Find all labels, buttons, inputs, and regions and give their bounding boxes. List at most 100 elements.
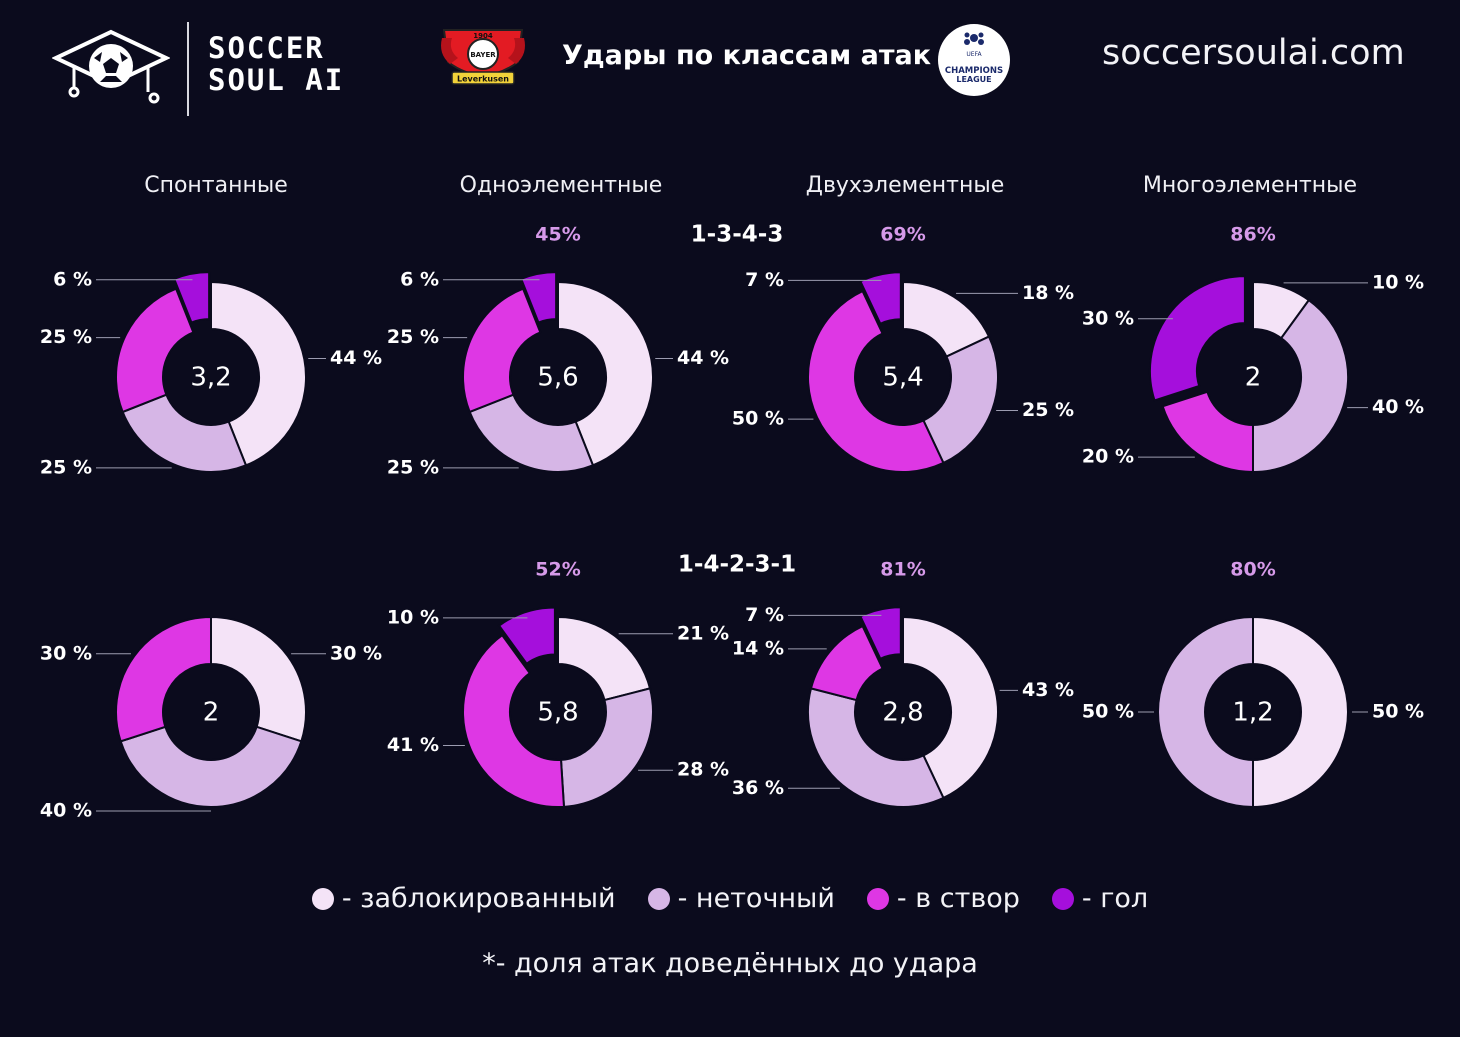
badge-year: 1904: [473, 32, 493, 40]
donut-center-value: 2: [203, 698, 220, 728]
donut-center-value: 1,2: [1232, 698, 1273, 728]
formation-label: 1-4-2-3-1: [678, 552, 796, 578]
segment-label-on_target: 41 %: [387, 734, 439, 756]
legend-item-goal: - гол: [1051, 883, 1149, 914]
donut-segment-on_target: [115, 287, 195, 414]
donut-segment-off_target: [559, 687, 654, 808]
donut-segment-off_target: [1157, 615, 1254, 809]
donut-segment-off_target: [121, 393, 248, 473]
brand-logo-icon: [51, 28, 171, 110]
legend-label-off-target: - неточный: [677, 883, 835, 914]
share-label: 52%: [535, 559, 580, 581]
donut-segment-blocked: [210, 280, 307, 467]
segment-label-blocked: 18 %: [1022, 282, 1074, 304]
segment-label-blocked: 50 %: [1372, 701, 1424, 723]
segment-label-off_target: 25 %: [1022, 399, 1074, 421]
ucl-line3: LEAGUE: [956, 75, 991, 84]
segment-label-blocked: 30 %: [330, 642, 382, 664]
segment-label-off_target: 40 %: [40, 800, 92, 822]
donut-segment-goal: [859, 606, 902, 661]
legend: - заблокированный - неточный - в створ -…: [0, 883, 1460, 914]
legend-label-on-target: - в створ: [896, 883, 1020, 914]
donut-segment-on_target: [462, 287, 542, 414]
legend-item-blocked: - заблокированный: [311, 883, 616, 914]
segment-label-goal: 7 %: [745, 269, 784, 291]
segment-label-on_target: 14 %: [732, 637, 784, 659]
legend-swatch-goal: [1051, 887, 1074, 910]
donut-segment-goal: [497, 606, 556, 666]
donut-segment-goal: [172, 271, 211, 324]
legend-swatch-off-target: [647, 887, 670, 910]
legend-swatch-on-target: [866, 887, 889, 910]
donut-segment-on_target: [115, 615, 212, 743]
donut-center-value: 5,8: [537, 698, 578, 728]
donut-segment-goal: [859, 271, 902, 326]
segment-label-off_target: 25 %: [387, 456, 439, 478]
share-label: 86%: [1230, 224, 1275, 246]
column-title-multi-element: Многоэлементные: [1142, 173, 1358, 198]
segment-label-blocked: 43 %: [1022, 679, 1074, 701]
share-label: 45%: [535, 224, 580, 246]
legend-item-on-target: - в створ: [866, 883, 1020, 914]
segment-label-off_target: 50 %: [1082, 701, 1134, 723]
donut-segment-blocked: [557, 280, 654, 467]
donut-center-value: 3,2: [190, 363, 231, 393]
segment-label-on_target: 20 %: [1082, 446, 1134, 468]
segment-label-goal: 10 %: [387, 606, 439, 628]
segment-label-blocked: 10 %: [1372, 271, 1424, 293]
legend-label-goal: - гол: [1081, 883, 1149, 914]
footnote: *- доля атак доведённых до удара: [482, 948, 978, 979]
segment-label-on_target: 30 %: [40, 642, 92, 664]
share-label: 80%: [1230, 559, 1275, 581]
segment-label-goal: 6 %: [53, 268, 92, 290]
brand-name-line2: SOUL AI: [208, 63, 345, 97]
donut-segment-on_target: [807, 289, 945, 473]
share-label: 81%: [880, 559, 925, 581]
donut-center-value: 2,8: [882, 698, 923, 728]
donut-segment-blocked: [557, 615, 652, 702]
segment-label-off_target: 28 %: [677, 759, 729, 781]
ucl-line2: CHAMPIONS: [945, 66, 1003, 76]
badge-bottom-text: Leverkusen: [457, 75, 509, 84]
segment-label-off_target: 36 %: [732, 777, 784, 799]
donut-center-value: 5,4: [882, 363, 923, 393]
donut-segment-off_target: [119, 725, 303, 808]
legend-swatch-blocked: [311, 887, 334, 910]
legend-item-off-target: - неточный: [647, 883, 835, 914]
badge-top-text: BAYER: [470, 51, 496, 59]
segment-label-goal: 30 %: [1082, 307, 1134, 329]
brand-divider: [187, 22, 189, 116]
donut-segment-off_target: [468, 393, 595, 473]
ucl-line1: UEFA: [966, 51, 982, 58]
segment-label-blocked: 44 %: [677, 347, 729, 369]
donut-segment-off_target: [1252, 298, 1349, 474]
column-title-two-element: Двухэлементные: [805, 173, 1005, 198]
segment-label-on_target: 50 %: [732, 408, 784, 430]
segment-label-off_target: 40 %: [1372, 396, 1424, 418]
segment-label-goal: 6 %: [400, 268, 439, 290]
donut-segment-on_target: [1161, 390, 1254, 474]
page-title: Удары по классам атак: [562, 40, 932, 71]
brand-name-line1: SOCCER: [208, 31, 325, 65]
segment-label-blocked: 44 %: [330, 347, 382, 369]
champions-league-badge-icon: UEFA CHAMPIONS LEAGUE: [936, 22, 1012, 102]
donut-center-value: 5,6: [537, 363, 578, 393]
donut-segment-on_target: [462, 633, 566, 808]
donut-segment-on_target: [809, 624, 884, 702]
donut-center-value: 2: [1245, 363, 1262, 393]
segment-label-off_target: 25 %: [40, 456, 92, 478]
donut-segment-blocked: [210, 615, 307, 743]
column-title-spontaneous: Спонтанные: [144, 173, 288, 198]
donut-segment-goal: [519, 271, 558, 324]
donut-segment-off_target: [807, 687, 945, 808]
segment-label-on_target: 25 %: [387, 326, 439, 348]
donut-segment-off_target: [922, 335, 999, 465]
formation-label: 1-3-4-3: [691, 222, 784, 248]
share-label: 69%: [880, 224, 925, 246]
column-title-single-element: Одноэлементные: [459, 173, 663, 198]
donut-segment-goal: [1148, 275, 1246, 402]
segment-label-goal: 7 %: [745, 604, 784, 626]
bayer-leverkusen-badge-icon: 1904 BAYER Leverkusen: [438, 24, 528, 92]
segment-label-on_target: 25 %: [40, 326, 92, 348]
